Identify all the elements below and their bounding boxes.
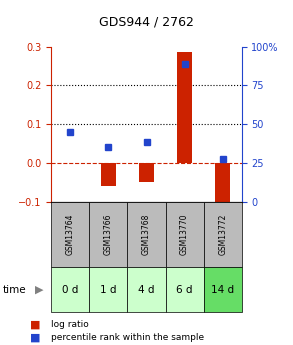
Text: GSM13764: GSM13764: [66, 214, 75, 255]
Text: 6 d: 6 d: [176, 285, 193, 295]
Bar: [177, 52, 192, 163]
Text: 1 d: 1 d: [100, 285, 117, 295]
Text: GDS944 / 2762: GDS944 / 2762: [99, 16, 194, 29]
Bar: [215, 163, 230, 202]
Text: ▶: ▶: [35, 285, 44, 295]
Text: GSM13770: GSM13770: [180, 214, 189, 255]
Text: log ratio: log ratio: [51, 321, 89, 329]
Text: percentile rank within the sample: percentile rank within the sample: [51, 333, 205, 342]
Text: ■: ■: [30, 333, 40, 342]
Text: ■: ■: [30, 320, 40, 330]
Text: GSM13768: GSM13768: [142, 214, 151, 255]
Text: GSM13766: GSM13766: [104, 214, 113, 255]
Bar: [101, 163, 116, 186]
Text: 14 d: 14 d: [211, 285, 234, 295]
Bar: [139, 163, 154, 183]
Text: 4 d: 4 d: [138, 285, 155, 295]
Text: GSM13772: GSM13772: [218, 214, 227, 255]
Text: 0 d: 0 d: [62, 285, 79, 295]
Text: time: time: [3, 285, 27, 295]
